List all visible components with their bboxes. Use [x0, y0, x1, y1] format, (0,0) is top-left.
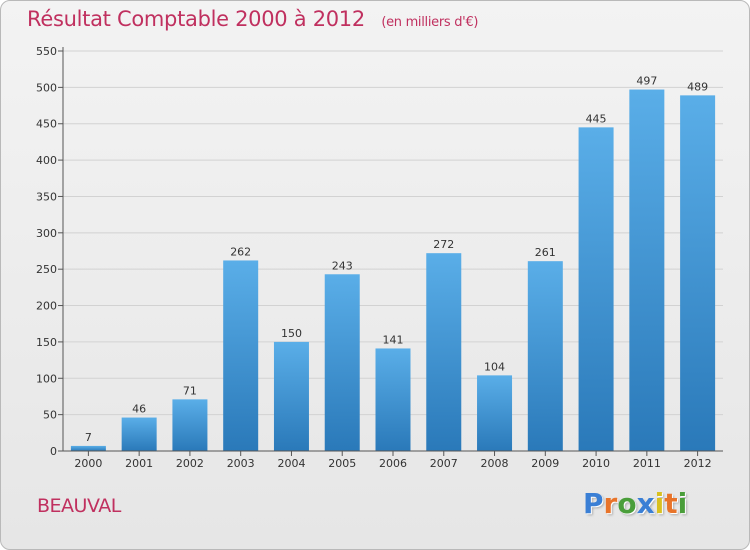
y-tick-label: 350 — [36, 190, 57, 203]
chart-subtitle: (en milliers d'€) — [381, 15, 479, 30]
logo-letter: i — [654, 487, 665, 520]
data-label: 141 — [383, 333, 404, 346]
x-tick-label: 2010 — [582, 457, 610, 470]
data-label: 497 — [636, 75, 657, 88]
bars — [70, 89, 716, 451]
logo-letter: o — [617, 487, 637, 520]
x-tick-label: 2009 — [531, 457, 559, 470]
bar — [121, 417, 157, 451]
place-name: BEAUVAL — [37, 495, 121, 517]
y-tick-label: 300 — [36, 227, 57, 240]
x-tick-label: 2002 — [176, 457, 204, 470]
y-tick-label: 150 — [36, 336, 57, 349]
proxiti-logo: Proxiti — [583, 487, 687, 520]
logo-letter: r — [603, 487, 618, 520]
bar — [324, 274, 360, 451]
x-tick-label: 2006 — [379, 457, 407, 470]
x-tick-label: 2011 — [633, 457, 661, 470]
y-tick-label: 100 — [36, 372, 57, 385]
data-label: 445 — [586, 112, 607, 125]
x-tick-label: 2003 — [227, 457, 255, 470]
x-tick-label: 2005 — [328, 457, 356, 470]
y-tick-label: 200 — [36, 300, 57, 313]
data-label: 46 — [132, 403, 146, 416]
data-label: 150 — [281, 327, 302, 340]
data-label: 261 — [535, 246, 556, 259]
logo-letter: i — [677, 487, 688, 520]
bar — [629, 89, 665, 451]
x-tick-label: 2001 — [125, 457, 153, 470]
bar — [680, 95, 716, 451]
logo-letter: x — [636, 487, 655, 520]
axes: 0 50 100 150 200 250 300 350 400 450 500 550 2000 200… — [36, 45, 723, 470]
y-tick-label: 50 — [43, 409, 57, 422]
y-tick-label: 400 — [36, 154, 57, 167]
data-label: 489 — [687, 80, 708, 93]
data-label: 262 — [230, 245, 251, 258]
y-tick-label: 0 — [50, 445, 57, 458]
y-tick-label: 250 — [36, 263, 57, 276]
x-tick-label: 2008 — [481, 457, 509, 470]
bar — [477, 375, 513, 451]
data-labels: 7 46 71 262 150 243 141 272 104 261 445 497 489 — [85, 75, 708, 444]
logo-letter: t — [664, 487, 678, 520]
chart-title-text: Résultat Comptable 2000 à 2012 — [27, 7, 365, 31]
logo-letter: P — [583, 487, 604, 520]
data-label: 71 — [183, 384, 197, 397]
x-tick-label: 2012 — [684, 457, 712, 470]
bar — [527, 261, 563, 451]
chart-title: Résultat Comptable 2000 à 2012 (en milli… — [27, 7, 479, 31]
bar — [426, 253, 462, 451]
x-tick-label: 2004 — [277, 457, 305, 470]
y-tick-label: 550 — [36, 45, 57, 58]
x-tick-label: 2007 — [430, 457, 458, 470]
bar — [70, 445, 106, 451]
data-label: 272 — [433, 238, 454, 251]
bar — [375, 348, 411, 451]
x-tick-label: 2000 — [74, 457, 102, 470]
y-tick-label: 500 — [36, 81, 57, 94]
bar — [273, 341, 309, 451]
data-label: 243 — [332, 259, 353, 272]
data-label: 104 — [484, 360, 505, 373]
bar — [172, 399, 208, 451]
data-label: 7 — [85, 431, 92, 444]
bar — [223, 260, 259, 451]
y-tick-label: 450 — [36, 118, 57, 131]
bar — [578, 127, 614, 451]
